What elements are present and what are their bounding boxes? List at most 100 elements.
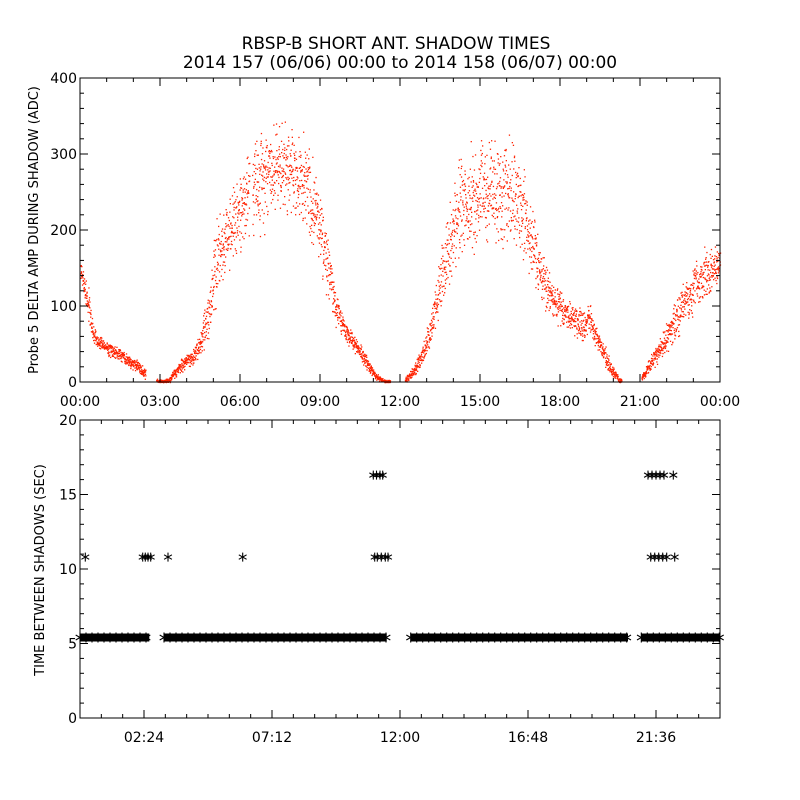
data-point	[534, 256, 536, 258]
data-point	[343, 320, 345, 322]
data-point	[675, 328, 678, 330]
data-point	[446, 250, 449, 252]
data-point	[245, 204, 248, 206]
data-point	[132, 360, 134, 362]
data-point	[456, 223, 458, 225]
data-point	[462, 179, 465, 182]
data-point	[379, 376, 381, 378]
data-point	[461, 184, 463, 186]
data-point	[520, 195, 522, 197]
data-point	[586, 322, 588, 324]
data-point	[326, 269, 328, 271]
data-point	[713, 268, 715, 270]
data-point	[545, 266, 548, 269]
data-point	[542, 280, 544, 282]
data-point	[176, 369, 178, 371]
data-point	[600, 341, 603, 344]
data-point	[450, 257, 452, 259]
data-point	[665, 323, 668, 325]
data-point	[676, 308, 678, 310]
data-point	[99, 347, 101, 349]
data-point	[465, 205, 467, 207]
data-point	[347, 338, 350, 341]
data-point	[306, 171, 308, 173]
data-point	[310, 196, 312, 198]
data-point	[406, 380, 408, 382]
data-point	[277, 158, 279, 160]
data-point	[301, 192, 303, 195]
data-point	[486, 154, 488, 156]
data-point	[617, 378, 619, 380]
data-point	[380, 379, 382, 381]
data-point	[667, 350, 670, 352]
data-point	[581, 322, 583, 324]
data-point	[312, 156, 314, 158]
data-point	[600, 344, 602, 346]
x-tick-label: 09:00	[300, 394, 340, 410]
data-point	[563, 307, 565, 309]
data-point	[120, 351, 122, 354]
data-point	[651, 363, 653, 365]
data-point	[309, 171, 312, 173]
data-point	[312, 214, 315, 216]
data-point	[523, 242, 526, 244]
data-point	[571, 316, 573, 318]
data-point	[290, 171, 293, 173]
data-point	[169, 378, 172, 380]
data-point	[357, 347, 359, 349]
data-point	[521, 219, 524, 222]
data-point	[557, 301, 560, 303]
data-point	[708, 291, 711, 293]
data-point	[217, 264, 219, 266]
data-point	[299, 180, 301, 182]
data-point	[98, 344, 100, 346]
data-point	[522, 222, 524, 224]
data-point	[353, 339, 356, 341]
data-point	[592, 326, 594, 328]
data-point	[330, 271, 332, 273]
data-point	[700, 271, 702, 273]
top-panel-ticks: 00:00 03:00 06:00 09:00 12:00 15:00 18:00 21:00…	[50, 71, 740, 410]
data-point	[106, 346, 108, 348]
data-point	[469, 197, 471, 199]
data-point	[498, 164, 500, 166]
data-point	[300, 170, 302, 172]
data-point	[538, 260, 540, 262]
data-point	[144, 373, 147, 375]
data-point	[288, 199, 290, 201]
data-point	[135, 367, 137, 369]
data-point	[189, 360, 191, 362]
data-point	[118, 358, 120, 360]
data-point	[578, 329, 580, 331]
data-point	[562, 299, 565, 301]
data-point	[641, 377, 643, 379]
data-point	[441, 300, 443, 302]
data-point	[238, 201, 241, 203]
data-point	[220, 275, 222, 277]
data-point	[231, 230, 233, 233]
data-point	[428, 347, 431, 349]
data-point	[231, 244, 233, 246]
data-point	[202, 330, 204, 332]
data-point	[340, 330, 342, 332]
data-point	[350, 329, 352, 331]
data-point	[130, 361, 132, 363]
data-point	[281, 152, 283, 154]
data-point	[496, 186, 498, 188]
data-point	[547, 301, 549, 304]
data-point	[235, 213, 237, 215]
data-point	[283, 180, 285, 182]
data-point	[415, 373, 417, 376]
data-point	[284, 203, 286, 206]
data-point	[89, 312, 92, 314]
data-point	[269, 157, 271, 159]
data-point	[691, 294, 694, 296]
data-point	[119, 350, 122, 352]
data-point	[467, 178, 469, 180]
data-point	[598, 335, 601, 337]
data-point	[475, 218, 477, 220]
data-point	[425, 347, 427, 349]
data-point	[696, 287, 698, 289]
data-point	[514, 198, 516, 200]
data-point	[238, 213, 240, 215]
